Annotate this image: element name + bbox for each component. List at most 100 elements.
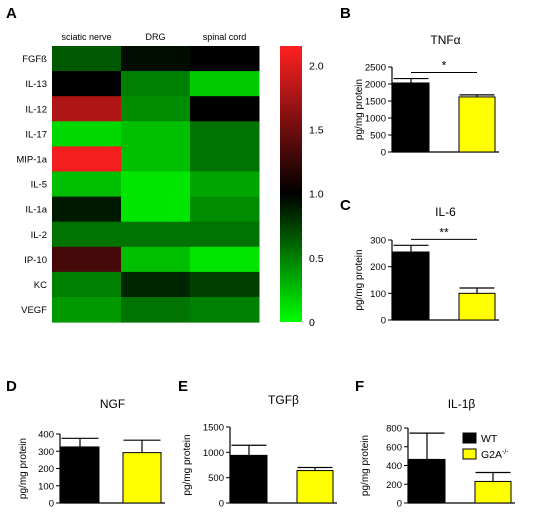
- significance-marker: **: [439, 225, 449, 239]
- heatmap-row-label: IL-17: [25, 129, 47, 140]
- panel-label-b: B: [340, 5, 351, 22]
- heatmap-cell: [190, 196, 260, 223]
- chart-title: IL-1β: [448, 397, 476, 411]
- heatmap-cell: [190, 246, 260, 273]
- panel-label-f: F: [355, 378, 364, 395]
- heatmap-cell: [121, 121, 191, 147]
- chart-title: TNFα: [430, 33, 460, 47]
- heatmap-cell: [52, 221, 122, 248]
- panel-label-d: D: [6, 378, 17, 395]
- heatmap-cell: [121, 246, 191, 273]
- heatmap-cell: [190, 297, 260, 323]
- heatmap-cell: [121, 46, 191, 72]
- y-tick-label: 300: [370, 236, 386, 247]
- heatmap-cell: [121, 221, 191, 248]
- heatmap-cell: [52, 96, 122, 122]
- heatmap-row-label: IL-12: [25, 104, 47, 115]
- y-tick-label: 2000: [365, 80, 386, 91]
- y-tick-label: 1000: [203, 448, 224, 459]
- heatmap-row-label: KC: [34, 280, 47, 291]
- y-tick-label: 400: [386, 461, 402, 472]
- y-tick-label: 0: [219, 499, 224, 510]
- y-axis-label: pg/mg protein: [354, 249, 365, 310]
- y-tick-label: 600: [386, 442, 402, 453]
- y-axis-label: pg/mg protein: [182, 434, 193, 495]
- y-tick-label: 0: [397, 499, 402, 510]
- heatmap-cell: [52, 271, 122, 298]
- y-tick-label: 0: [381, 148, 386, 159]
- bar-wt: [392, 82, 430, 153]
- colorbar-tick-label: 2.0: [309, 60, 324, 72]
- heatmap-cell: [121, 146, 191, 172]
- heatmap-cell: [190, 96, 260, 122]
- legend-label-wt: WT: [481, 433, 498, 445]
- bar-g2a: [458, 96, 496, 153]
- y-axis-label: pg/mg protein: [360, 435, 371, 496]
- y-tick-label: 0: [381, 316, 386, 327]
- panel-label-e: E: [178, 378, 188, 395]
- colorbar-bar: [280, 46, 302, 322]
- heatmap-cell: [121, 297, 191, 323]
- legend-swatch-wt: [462, 432, 477, 444]
- y-tick-label: 1500: [365, 97, 386, 108]
- y-tick-label: 400: [38, 430, 54, 441]
- bar-g2a: [296, 470, 334, 504]
- y-tick-label: 200: [370, 262, 386, 273]
- heatmap: sciatic nerve DRG spinal cord FGFß IL-13 IL-1…: [16, 32, 260, 323]
- legend-swatch-g2a: [462, 448, 477, 460]
- legend-label-g2a: G2A-/-: [481, 449, 509, 461]
- heatmap-cell: [190, 171, 260, 198]
- y-tick-label: 100: [38, 481, 54, 492]
- bar-wt: [392, 251, 430, 321]
- bar-g2a: [474, 480, 512, 504]
- panel-f: F IL-1β pg/mg protein 0 200 400 600 800: [355, 378, 515, 510]
- colorbar-tick-label: 1.5: [309, 124, 324, 136]
- heatmap-cell: [190, 46, 260, 72]
- heatmap-cell: [121, 271, 191, 298]
- bar-wt: [60, 446, 100, 504]
- y-axis-label: pg/mg protein: [18, 438, 29, 499]
- colorbar-tick-label: 0.5: [309, 253, 324, 265]
- heatmap-cell: [52, 71, 122, 97]
- y-tick-label: 0: [49, 499, 54, 510]
- heatmap-cell: [52, 196, 122, 223]
- panel-c: C IL-6 pg/mg protein 0 100 200 300 **: [340, 197, 499, 327]
- chart-title: NGF: [100, 397, 125, 411]
- colorbar: 0 0.5 1.0 1.5 2.0: [280, 46, 324, 329]
- heatmap-row-label: FGFß: [22, 54, 47, 65]
- y-tick-label: 800: [386, 424, 402, 435]
- bar-wt: [408, 458, 446, 504]
- y-tick-label: 100: [370, 289, 386, 300]
- panel-b: B TNFα pg/mg protein 0 500 1000 1500 2000 2500 *: [340, 5, 499, 159]
- heatmap-row-label: IP-10: [24, 255, 47, 266]
- heatmap-cell: [190, 221, 260, 248]
- y-tick-label: 1000: [365, 114, 386, 125]
- heatmap-cell: [52, 46, 122, 72]
- colorbar-tick-label: 0: [309, 317, 315, 329]
- panel-label-a: A: [6, 5, 17, 22]
- y-tick-label: 500: [370, 131, 386, 142]
- y-tick-label: 1500: [203, 423, 224, 434]
- y-tick-label: 500: [208, 473, 224, 484]
- legend-label-text: G2A: [481, 449, 502, 461]
- heatmap-column-label: sciatic nerve: [61, 32, 111, 42]
- heatmap-cell: [52, 171, 122, 198]
- heatmap-row-label: IL-1a: [25, 205, 47, 216]
- heatmap-cell: [52, 246, 122, 273]
- chart-title: TGFβ: [268, 393, 299, 407]
- heatmap-cell: [190, 271, 260, 298]
- heatmap-cell: [190, 146, 260, 172]
- y-tick-label: 300: [38, 447, 54, 458]
- heatmap-cell: [121, 171, 191, 198]
- heatmap-cell: [52, 297, 122, 323]
- heatmap-cell: [190, 71, 260, 97]
- heatmap-column-label: DRG: [146, 32, 166, 42]
- panel-e: E TGFβ pg/mg protein 0 500 1000 1500: [178, 378, 337, 510]
- heatmap-row-label: IL-5: [31, 180, 47, 191]
- heatmap-cell: [121, 96, 191, 122]
- heatmap-row-label: VEGF: [21, 305, 47, 316]
- heatmap-cell: [52, 146, 122, 172]
- heatmap-cell: [190, 121, 260, 147]
- y-tick-label: 200: [38, 464, 54, 475]
